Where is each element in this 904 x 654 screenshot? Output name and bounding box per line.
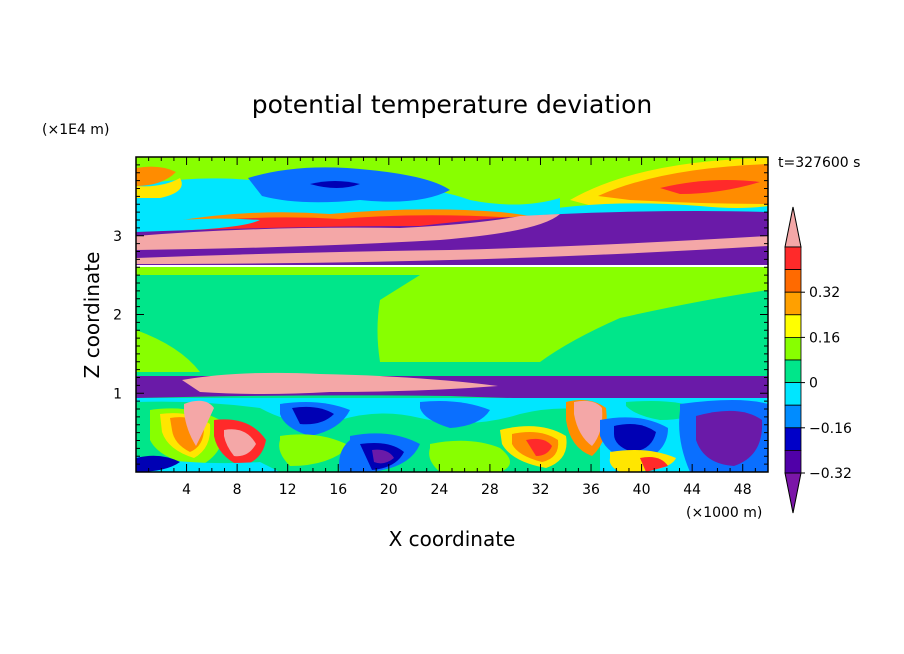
colorbar-level (784, 314, 802, 338)
colorbar-top-arrow (784, 206, 802, 248)
colorbar-level (784, 382, 802, 406)
y-axis-ticks: 1 2 3 (113, 164, 768, 465)
middle-lime-region (136, 267, 768, 362)
middle-left-lime (136, 330, 200, 372)
x-tick-label: 20 (380, 482, 398, 498)
bl-purple-1 (372, 449, 394, 464)
colorbar-tick-label: −0.16 (809, 421, 852, 437)
colorbar-tick-label: 0 (809, 376, 818, 392)
y-tick-label: 1 (113, 386, 122, 402)
x-unit-label: (×1000 m) (686, 505, 762, 521)
upper-left-yellow (136, 178, 182, 198)
colorbar-level (784, 269, 802, 293)
upper-left-orange (136, 166, 176, 186)
x-tick-label: 36 (582, 482, 600, 498)
colorbar-bottom-arrow (784, 472, 802, 514)
contour-field (136, 157, 768, 472)
y-axis-label: Z coordinate (80, 252, 104, 379)
x-axis-ticks: 4 8 12 16 20 24 28 32 36 40 44 48 (148, 157, 756, 498)
bl-navy-4 (614, 424, 656, 452)
colorbar-level (784, 246, 802, 271)
y-tick-label: 2 (113, 308, 122, 324)
bl-purple-2 (696, 410, 763, 466)
bl-pink-2 (224, 429, 256, 457)
bl-navy-1 (292, 406, 334, 425)
bl-pink-1 (184, 400, 214, 446)
y-unit-label: (×1E4 m) (42, 122, 109, 138)
x-tick-label: 48 (734, 482, 752, 498)
colorbar-tick-label: 0.32 (809, 285, 840, 301)
x-tick-label: 24 (430, 482, 448, 498)
upper-pink-band-2 (136, 236, 768, 264)
upper-navy-core (310, 181, 360, 188)
colorbar-level (784, 359, 802, 384)
bl-bottom-cyan (136, 456, 280, 472)
x-tick-label: 44 (683, 482, 701, 498)
colorbar-level (784, 336, 802, 361)
x-tick-label: 40 (633, 482, 651, 498)
colorbar-level (784, 404, 802, 429)
bl-pink-3 (574, 400, 603, 446)
bl-bottom-navy (136, 455, 180, 472)
colorbar: 0.32 0.16 0 −0.16 −0.32 (784, 206, 852, 514)
x-tick-label: 4 (182, 482, 191, 498)
interface-white-line (136, 265, 768, 267)
chart-title: potential temperature deviation (252, 90, 652, 119)
upper-right-red (660, 180, 760, 194)
bl-red-3 (526, 438, 552, 456)
bl-blue-3 (420, 401, 490, 428)
upper-pink-band-1 (136, 214, 560, 250)
lower-pink-plume (182, 372, 498, 394)
x-tick-label: 16 (329, 482, 347, 498)
colorbar-level (784, 427, 802, 451)
x-tick-label: 8 (233, 482, 242, 498)
y-tick-label: 3 (113, 229, 122, 245)
time-label: t=327600 s (778, 155, 860, 171)
upper-cyan-streak (136, 218, 260, 232)
bl-lime-2 (279, 434, 350, 466)
bl-red-4 (640, 457, 668, 472)
colorbar-level (784, 291, 802, 316)
x-tick-label: 32 (532, 482, 550, 498)
x-axis-label: X coordinate (389, 527, 516, 551)
colorbar-tick-label: 0.16 (809, 330, 840, 346)
colorbar-tick-label: −0.32 (809, 466, 852, 482)
colorbar-level (784, 449, 802, 474)
x-tick-label: 12 (279, 482, 297, 498)
x-tick-label: 28 (481, 482, 499, 498)
